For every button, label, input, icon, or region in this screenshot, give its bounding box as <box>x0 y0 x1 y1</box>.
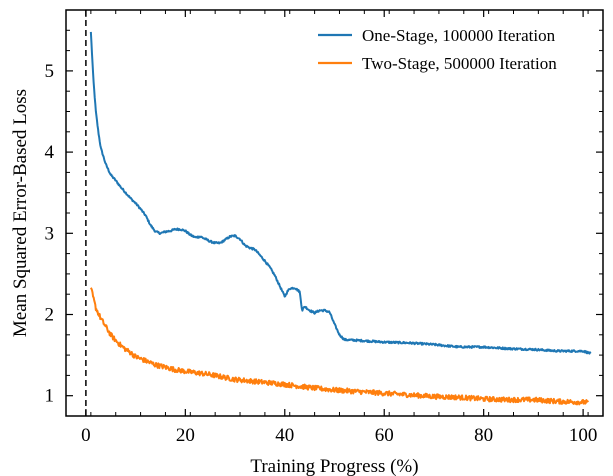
x-tick-label: 0 <box>81 425 91 446</box>
y-axis: 1 2 3 4 5 <box>45 29 603 407</box>
x-tick-label: 100 <box>569 425 598 446</box>
y-tick-label: 3 <box>45 223 55 244</box>
legend-label-two-stage: Two-Stage, 500000 Iteration <box>362 54 557 73</box>
x-tick-label: 40 <box>275 425 294 446</box>
x-tick-label: 80 <box>474 425 493 446</box>
x-axis-label: Training Progress (%) <box>250 456 418 476</box>
x-axis: 0 20 40 60 80 100 <box>65 10 598 446</box>
y-tick-label: 5 <box>45 61 55 82</box>
series-line-two-stage <box>89 287 589 406</box>
x-tick-label: 20 <box>176 425 195 446</box>
y-tick-label: 1 <box>45 386 55 407</box>
x-tick-label: 60 <box>375 425 394 446</box>
series-lines <box>89 31 592 406</box>
y-tick-label: 2 <box>45 305 55 326</box>
legend-label-one-stage: One-Stage, 100000 Iteration <box>362 26 556 45</box>
legend: One-Stage, 100000 Iteration Two-Stage, 5… <box>318 26 557 73</box>
y-tick-label: 4 <box>45 142 55 163</box>
series-line-one-stage <box>89 31 592 355</box>
y-axis-label: Mean Squared Error-Based Loss <box>10 89 31 337</box>
